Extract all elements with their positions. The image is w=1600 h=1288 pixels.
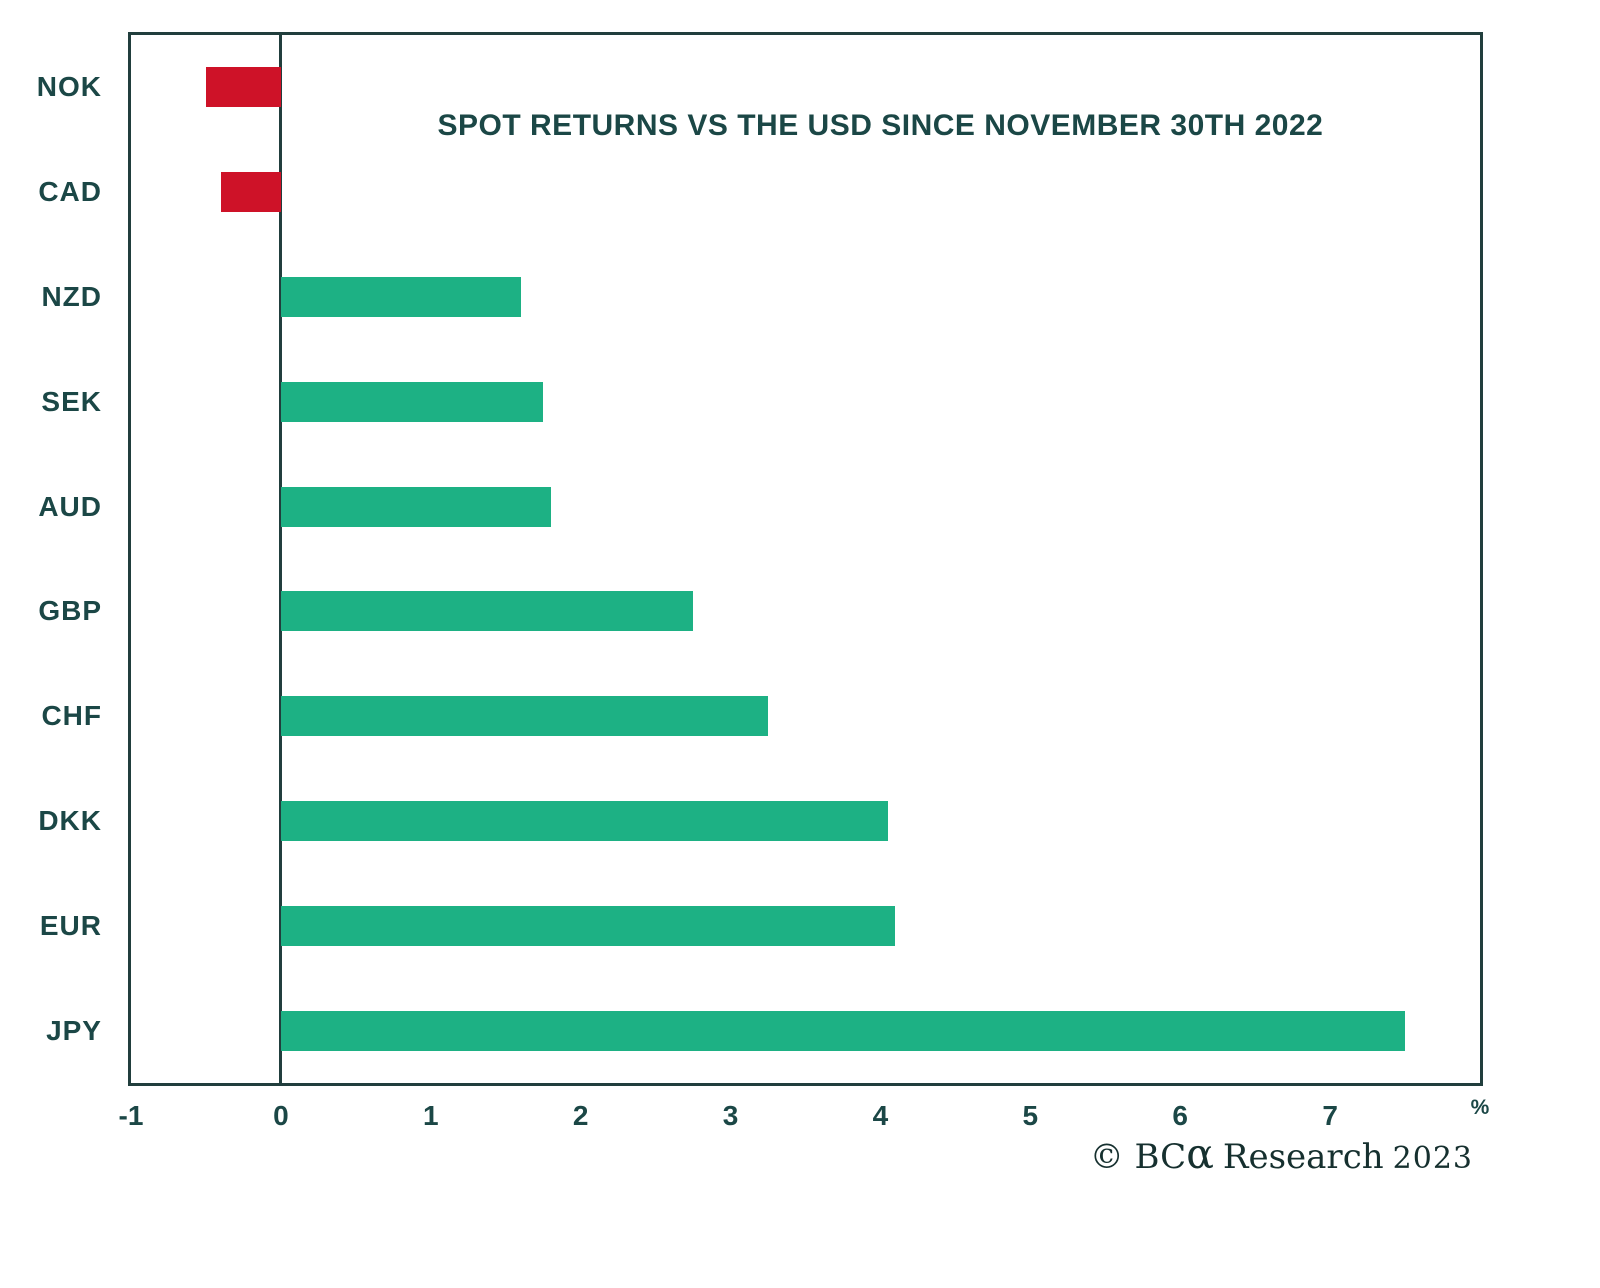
category-label-gbp: GBP (38, 595, 102, 627)
x-tick-label: -1 (118, 1100, 144, 1131)
x-tick-label: 4 (872, 1100, 889, 1131)
value-axis: % -1 0 1 2 3 4 5 6 7 (119, 1096, 1490, 1160)
category-label-nok: NOK (36, 71, 102, 103)
x-tick-label: 2 (572, 1100, 589, 1131)
x-tick-label: 0 (273, 1100, 289, 1131)
bar-nzd (280, 277, 521, 317)
zero-baseline (279, 35, 283, 1083)
category-label-eur: EUR (39, 909, 102, 941)
category-label-aud: AUD (38, 490, 102, 522)
x-tick-label: 7 (1322, 1100, 1338, 1131)
bar-gbp (280, 591, 694, 632)
bar-jpy (280, 1010, 1406, 1051)
bar-aud (280, 486, 551, 527)
category-label-sek: SEK (41, 385, 102, 417)
x-tick-label: 6 (1172, 1100, 1189, 1131)
category-label-chf: CHF (41, 700, 102, 732)
category-label-dkk: DKK (38, 804, 102, 836)
axis-unit-label: % (1470, 1096, 1490, 1119)
category-label-jpy: JPY (46, 1014, 102, 1046)
category-label-nzd: NZD (41, 280, 102, 312)
x-tick-label: 5 (1022, 1100, 1039, 1131)
attribution-alpha-glyph: α (1186, 1130, 1214, 1178)
category-axis: NOK CAD NZD SEK AUD GBP CHF DKK EUR JPY (0, 35, 102, 1083)
plot-area: SPOT RETURNS VS THE USD SINCE NOVEMBER 3… (128, 32, 1483, 1086)
attribution-copyright: © BC (1089, 1137, 1187, 1177)
bar-dkk (280, 801, 888, 841)
bar-sek (280, 381, 544, 422)
bar-chf (280, 696, 768, 737)
attribution-brand: Research (1222, 1137, 1384, 1177)
attribution-year: 2023 (1392, 1141, 1473, 1176)
category-label-cad: CAD (38, 176, 102, 208)
bar-cad (220, 172, 281, 213)
x-tick-label: 1 (422, 1100, 439, 1131)
x-tick-label: 3 (722, 1100, 739, 1131)
chart-title: SPOT RETURNS VS THE USD SINCE NOVEMBER 3… (437, 109, 1324, 142)
attribution: © BCα Research 2023 (1090, 1130, 1473, 1178)
bar-eur (280, 905, 896, 946)
bar-nok (205, 67, 281, 108)
